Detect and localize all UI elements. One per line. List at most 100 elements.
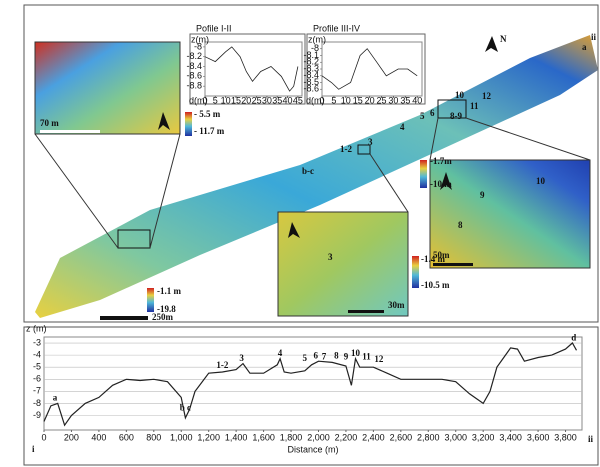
x-tick-label: 600 (119, 432, 134, 442)
colorbar (420, 160, 427, 188)
x-tick-label: 2,200 (335, 432, 358, 442)
zoom-box (357, 144, 371, 155)
y-tick-label: -7 (33, 386, 41, 396)
y-axis-label: z(m) (308, 34, 326, 44)
y-tick-label: -8.2 (303, 57, 319, 67)
x-tick-label: 45 (293, 95, 303, 105)
profile-line (204, 46, 299, 92)
x-axis-label: Distance (m) (287, 444, 338, 454)
feature-label: b c (180, 402, 191, 412)
y-tick-label: -9 (33, 410, 41, 420)
x-tick-label: 3,600 (527, 432, 550, 442)
x-tick-label: 1,400 (225, 432, 248, 442)
x-tick-label: 2,400 (362, 432, 385, 442)
y-tick-label: -8 (311, 43, 319, 53)
map-label: 12 (482, 91, 492, 101)
scale-label: - 11.7 m (194, 126, 225, 136)
x-tick-label: 15 (353, 95, 363, 105)
y-tick-label: -4 (33, 349, 41, 359)
x-axis-label: d(m) (189, 95, 208, 105)
scale-label: -1.4 m (421, 254, 445, 264)
x-tick-label: 15 (231, 95, 241, 105)
scale-bar (100, 316, 148, 320)
bathymetry-strip (35, 35, 598, 318)
map-label: a (582, 42, 587, 52)
end-label: ii (588, 434, 594, 444)
x-tick-label: 1,600 (252, 432, 275, 442)
x-tick-label: 0 (319, 95, 324, 105)
end-label: i (32, 444, 35, 454)
x-tick-label: 400 (91, 432, 106, 442)
zoom-line (465, 117, 591, 161)
map-label: 10 (536, 176, 546, 186)
map-label: 6 (430, 108, 435, 118)
x-tick-label: 0 (202, 95, 207, 105)
y-axis-label: z (m) (26, 323, 47, 333)
x-tick-label: 20 (241, 95, 251, 105)
north-arrow (485, 36, 498, 52)
map-label: ii (591, 32, 597, 42)
map-label: 11 (470, 101, 479, 111)
north-arrow (440, 172, 452, 190)
x-tick-label: 30 (262, 95, 272, 105)
zoom-box (437, 99, 467, 119)
x-tick-label: 40 (283, 95, 293, 105)
map-label: b-c (302, 166, 314, 176)
map-label: 1-2 (340, 144, 352, 154)
scale-label: -1.7m (430, 156, 452, 166)
feature-label: 8 (334, 350, 339, 360)
scale-label: -10.5 m (421, 280, 450, 290)
x-tick-label: 35 (400, 95, 410, 105)
x-tick-label: 2,600 (390, 432, 413, 442)
x-tick-label: 1,000 (170, 432, 193, 442)
feature-label: a (53, 393, 58, 403)
profile-title: Pofile I-II (196, 23, 232, 33)
y-tick-label: -8 (194, 41, 202, 51)
zoom-line (429, 117, 439, 161)
map-label: 3 (368, 137, 373, 147)
scale-label: 50m (433, 250, 450, 260)
x-tick-label: 25 (377, 95, 387, 105)
profile-title: Profile III-IV (313, 23, 360, 33)
inset-map (34, 41, 181, 135)
y-tick-label: -8.2 (186, 51, 202, 61)
feature-label: 10 (351, 348, 361, 358)
x-tick-label: 10 (341, 95, 351, 105)
x-tick-label: 40 (412, 95, 422, 105)
y-tick-label: -3 (33, 337, 41, 347)
north-arrow (158, 112, 170, 130)
scale-bar (40, 130, 100, 133)
profile-frame (23, 326, 599, 466)
map-label: 8-9 (450, 111, 462, 121)
scale-bar (348, 310, 384, 313)
feature-label: 6 (313, 350, 318, 360)
north-arrow (288, 222, 300, 238)
scale-label: -19.8 (157, 304, 176, 314)
plot-area (204, 41, 303, 97)
x-tick-label: 200 (64, 432, 79, 442)
map-frame (23, 4, 599, 323)
map-label: 3 (328, 252, 333, 262)
x-tick-label: 10 (221, 95, 231, 105)
profile-box (189, 33, 306, 105)
scale-label: -10 m (430, 179, 452, 189)
x-tick-label: 30 (388, 95, 398, 105)
map-label: 8 (458, 220, 463, 230)
feature-label: 5 (303, 353, 308, 363)
scale-label: 30m (388, 300, 405, 310)
colorbar (185, 112, 192, 136)
x-tick-label: 3,400 (499, 432, 522, 442)
x-tick-label: 3,000 (444, 432, 467, 442)
y-tick-label: -8 (33, 398, 41, 408)
x-tick-label: 5 (331, 95, 336, 105)
y-tick-label: -8.1 (303, 50, 319, 60)
y-tick-label: -8.5 (303, 77, 319, 87)
feature-label: 7 (322, 352, 327, 362)
feature-label: 4 (278, 348, 283, 358)
zoom-box (117, 229, 151, 249)
map-label: 5 (420, 111, 425, 121)
y-tick-label: -8.4 (303, 70, 319, 80)
map-label: 4 (400, 122, 405, 132)
x-tick-label: 1,800 (280, 432, 303, 442)
